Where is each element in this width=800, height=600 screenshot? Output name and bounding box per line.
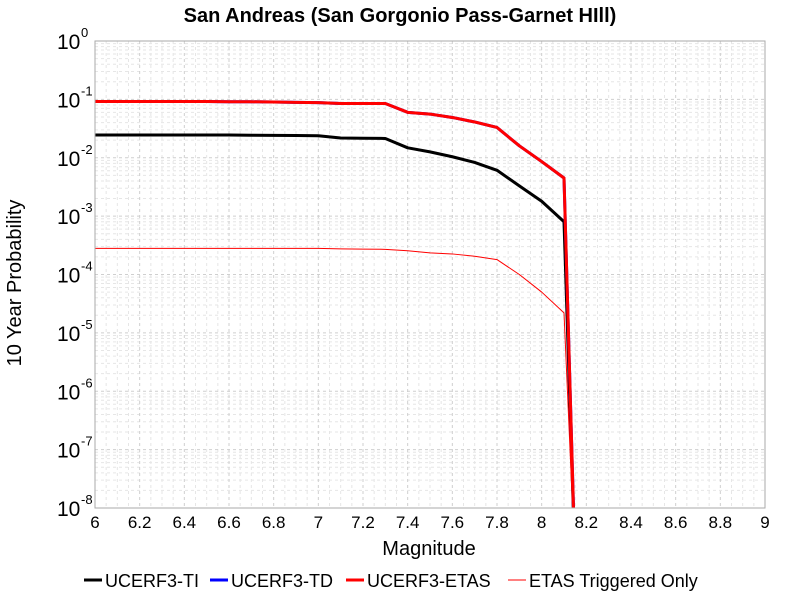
x-tick-label: 8.2: [575, 513, 599, 532]
x-tick-label: 6.4: [173, 513, 197, 532]
y-tick-base: 10: [57, 206, 80, 229]
y-tick-exponent: -7: [81, 434, 93, 449]
x-tick-label: 6: [90, 513, 99, 532]
y-tick-exponent: -8: [81, 492, 93, 507]
y-tick-base: 10: [57, 381, 80, 404]
x-axis-label: Magnitude: [382, 538, 475, 560]
y-tick-label: 10 -4: [57, 259, 93, 288]
y-tick-label: 10 0: [57, 25, 88, 54]
x-tick-label: 7.8: [485, 513, 509, 532]
x-tick-label: 8.6: [664, 513, 688, 532]
y-tick-label: 10 -2: [57, 142, 93, 171]
y-tick-exponent: -3: [81, 200, 93, 215]
y-tick-base: 10: [57, 148, 80, 171]
chart-title: San Andreas (San Gorgonio Pass-Garnet HI…: [184, 5, 617, 27]
y-tick-base: 10: [57, 31, 80, 54]
grid-minor: [95, 41, 765, 508]
x-tick-label: 7.4: [396, 513, 420, 532]
legend-item: UCERF3-TI: [84, 571, 199, 591]
legend-label: UCERF3-TI: [105, 571, 199, 591]
y-tick-base: 10: [57, 265, 80, 288]
y-tick-exponent: -5: [81, 317, 93, 332]
x-tick-label: 8.8: [709, 513, 733, 532]
y-tick-exponent: -4: [81, 259, 93, 274]
y-tick-exponent: -2: [81, 142, 93, 157]
plot-border: [94, 40, 766, 509]
y-tick-exponent: -1: [81, 83, 93, 98]
y-tick-base: 10: [57, 323, 80, 346]
x-tick-label: 8: [537, 513, 546, 532]
x-tick-label: 6.8: [262, 513, 286, 532]
y-tick-exponent: -6: [81, 375, 93, 390]
y-tick-label: 10 -7: [57, 434, 93, 463]
y-tick-base: 10: [57, 498, 80, 521]
legend-label: UCERF3-ETAS: [367, 571, 491, 591]
series-line-2: [95, 99, 575, 508]
series-line-0: [95, 133, 575, 508]
y-tick-label: 10 -5: [57, 317, 93, 346]
x-tick-label: 6.6: [217, 513, 241, 532]
y-tick-label: 10 -8: [57, 492, 93, 521]
x-axis-ticks: 6 6.2 6.4 6.6 6.8 7 7.2 7.4 7.6 7.8 8 8.2 8.4 8.6 8.8 9: [90, 513, 769, 532]
plot-area: [94, 40, 766, 509]
x-tick-label: 7.6: [441, 513, 465, 532]
y-tick-label: 10 -1: [57, 83, 93, 112]
y-tick-label: 10 -3: [57, 200, 93, 229]
y-axis-label: 10 Year Probability: [4, 200, 26, 367]
x-tick-label: 9: [760, 513, 769, 532]
x-tick-label: 8.4: [619, 513, 643, 532]
y-tick-exponent: 0: [81, 25, 88, 40]
legend-item: UCERF3-TD: [210, 571, 333, 591]
x-tick-label: 7.2: [351, 513, 375, 532]
series-layer: [95, 99, 575, 508]
y-tick-base: 10: [57, 440, 80, 463]
legend-item: UCERF3-ETAS: [346, 571, 491, 591]
series-line-3: [95, 247, 574, 508]
legend: UCERF3-TI UCERF3-TD UCERF3-ETAS ETAS Trigge…: [84, 571, 698, 591]
legend-label: ETAS Triggered Only: [529, 571, 698, 591]
legend-label: UCERF3-TD: [231, 571, 333, 591]
x-tick-label: 7: [314, 513, 323, 532]
y-tick-label: 10 -6: [57, 375, 93, 404]
y-tick-base: 10: [57, 89, 80, 112]
legend-item: ETAS Triggered Only: [508, 571, 698, 591]
x-tick-label: 6.2: [128, 513, 152, 532]
